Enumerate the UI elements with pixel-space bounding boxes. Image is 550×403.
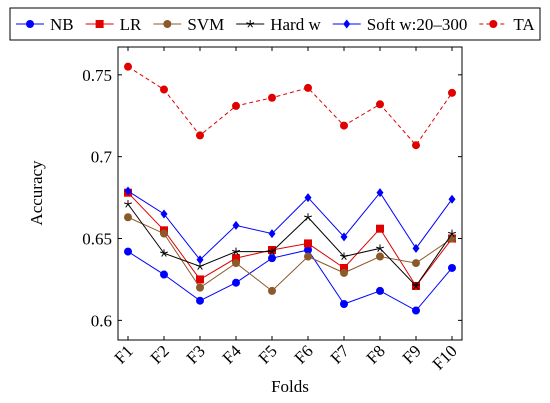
series-line	[127, 190, 453, 261]
point	[376, 224, 384, 233]
point	[160, 249, 168, 257]
point	[196, 255, 204, 265]
point	[340, 232, 348, 242]
point	[196, 131, 204, 140]
point	[124, 186, 132, 196]
point	[376, 286, 384, 295]
x-tick-label: F6	[291, 341, 317, 367]
x-tick-label: F7	[327, 341, 353, 367]
point	[376, 244, 384, 252]
legend-label: TA	[513, 15, 535, 34]
point	[304, 239, 312, 248]
legend-label: Hard w	[270, 15, 321, 34]
x-tick-label: F8	[363, 341, 389, 367]
point	[340, 263, 348, 272]
legend-marker	[26, 20, 34, 28]
series-line	[127, 216, 453, 292]
y-tick-label: 0.7	[91, 148, 113, 167]
x-tick-label: F5	[255, 341, 281, 367]
legend-marker	[95, 20, 104, 28]
point	[376, 188, 384, 198]
x-tick-label: F1	[111, 341, 137, 367]
series-line	[127, 249, 453, 312]
point	[124, 62, 132, 71]
point	[268, 286, 276, 295]
y-tick-label: 0.75	[82, 66, 112, 85]
point	[232, 247, 240, 256]
legend-marker	[489, 20, 498, 28]
point	[268, 247, 276, 256]
point	[124, 200, 132, 208]
point	[268, 254, 276, 263]
point	[124, 213, 132, 222]
point	[412, 281, 420, 290]
point	[448, 88, 456, 97]
legend-label: LR	[120, 15, 142, 34]
point	[304, 193, 312, 203]
point	[196, 262, 204, 270]
point	[232, 259, 240, 268]
point	[304, 245, 312, 254]
point	[340, 121, 348, 130]
point	[340, 252, 348, 261]
x-tick-label: F3	[183, 341, 209, 367]
y-tick-label: 0.6	[91, 311, 112, 330]
point	[412, 243, 420, 253]
point	[376, 252, 384, 261]
point	[232, 254, 240, 263]
point	[412, 306, 420, 315]
point	[160, 209, 168, 219]
point	[412, 141, 420, 150]
y-tick-label: 0.65	[82, 230, 112, 249]
point	[412, 259, 420, 268]
point	[160, 229, 168, 238]
x-axis-label: Folds	[271, 377, 309, 396]
point	[376, 100, 384, 109]
point	[268, 229, 276, 239]
point	[340, 299, 348, 308]
series-line	[127, 192, 453, 287]
point	[232, 101, 240, 110]
legend-label: SVM	[187, 15, 224, 34]
legend-label: Soft w:20–300	[367, 15, 468, 34]
point	[448, 194, 456, 204]
point	[196, 275, 204, 284]
y-axis-label: Accuracy	[27, 160, 46, 226]
point	[268, 93, 276, 102]
point	[304, 213, 312, 221]
legend-label: NB	[50, 15, 74, 34]
point	[232, 278, 240, 287]
x-tick-label: F4	[219, 341, 245, 367]
point	[448, 229, 456, 238]
series-line	[127, 203, 453, 287]
x-tick-label: F10	[429, 341, 461, 373]
point	[124, 247, 132, 256]
point	[304, 83, 312, 92]
point	[304, 252, 312, 261]
legend-marker	[246, 20, 255, 28]
plot-frame	[117, 46, 463, 341]
point	[196, 296, 204, 305]
point	[160, 85, 168, 94]
point	[196, 283, 204, 292]
point	[448, 263, 456, 272]
legend-marker	[163, 20, 172, 28]
point	[340, 268, 348, 277]
point	[232, 220, 240, 230]
x-tick-label: F9	[399, 341, 425, 367]
series-line	[127, 66, 453, 147]
point	[160, 270, 168, 279]
legend-marker	[343, 19, 351, 29]
x-tick-label: F2	[147, 341, 173, 367]
